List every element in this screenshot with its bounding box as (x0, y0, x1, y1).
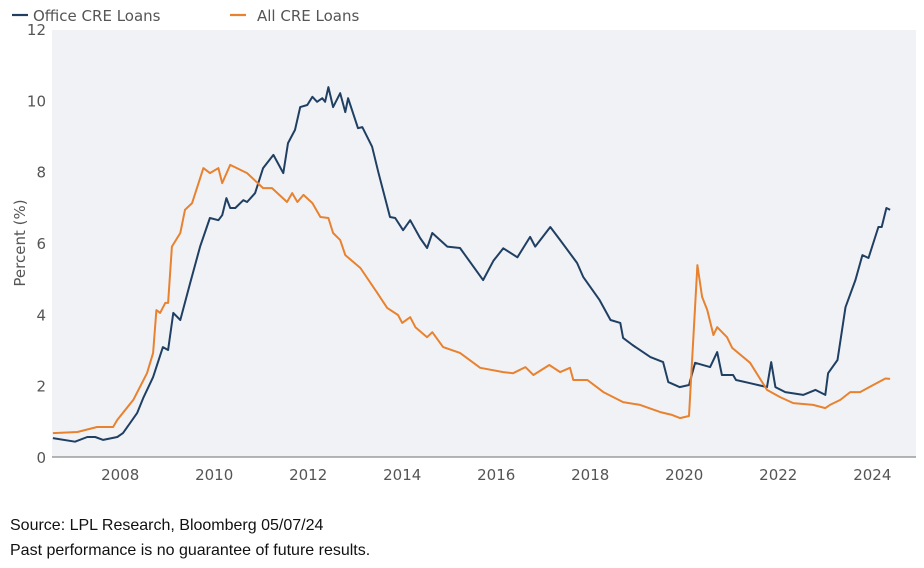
y-tick-label: 4 (36, 306, 46, 324)
y-tick-label: 8 (36, 164, 46, 182)
y-tick-label: 6 (36, 235, 46, 253)
series-layer (52, 86, 891, 443)
disclaimer-note: Past performance is no guarantee of futu… (10, 542, 371, 559)
source-note: Source: LPL Research, Bloomberg 05/07/24 (10, 517, 324, 534)
x-ticks: 2008 2010 2012 2014 2016 2018 2020 2022 2024 (101, 466, 891, 484)
x-tick-label: 2018 (571, 466, 609, 484)
x-tick-label: 2008 (101, 466, 139, 484)
x-tick-label: 2022 (759, 466, 797, 484)
x-tick-label: 2014 (383, 466, 421, 484)
y-tick-label: 12 (27, 21, 46, 39)
legend-label-office: Office CRE Loans (33, 7, 161, 25)
y-ticks: 0 2 4 6 8 10 12 (27, 21, 46, 467)
y-tick-label: 2 (36, 378, 46, 396)
y-tick-label: 0 (36, 449, 46, 467)
plot-background (52, 30, 916, 457)
series-line-all-cre-loans (52, 163, 891, 435)
y-tick-label: 10 (27, 92, 46, 110)
x-tick-label: 2012 (289, 466, 327, 484)
x-tick-label: 2024 (853, 466, 891, 484)
legend: Office CRE Loans All CRE Loans (12, 7, 359, 25)
y-axis-label: Percent (%) (11, 199, 29, 286)
x-tick-label: 2020 (665, 466, 703, 484)
legend-label-all: All CRE Loans (257, 7, 359, 25)
x-tick-label: 2010 (195, 466, 233, 484)
x-tick-label: 2016 (477, 466, 515, 484)
